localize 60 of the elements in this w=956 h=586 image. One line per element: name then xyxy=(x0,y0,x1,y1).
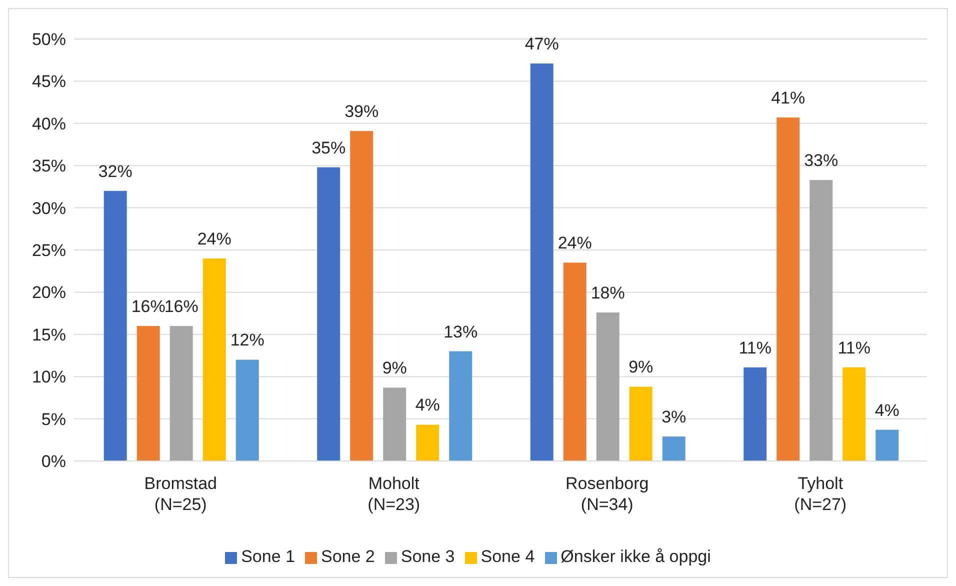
data-label: 12% xyxy=(230,330,264,350)
y-tick-label: 25% xyxy=(32,241,66,260)
bar xyxy=(170,326,193,461)
x-tick-label: Moholt (N=23) xyxy=(368,474,420,514)
data-label: 35% xyxy=(312,138,346,158)
bar xyxy=(876,430,899,461)
data-label: 3% xyxy=(662,408,686,427)
y-tick-label: 0% xyxy=(41,452,66,472)
data-label: 13% xyxy=(444,322,478,342)
data-label: 9% xyxy=(382,358,407,378)
y-tick-label: 20% xyxy=(32,283,66,302)
y-tick-label: 35% xyxy=(32,156,66,176)
bar xyxy=(842,367,866,461)
data-label: 18% xyxy=(590,283,625,302)
data-label: 32% xyxy=(98,162,132,181)
data-label: 24% xyxy=(558,234,592,253)
bar xyxy=(776,117,800,461)
x-tick-label: Bromstad (N=25) xyxy=(144,474,217,514)
data-label: 33% xyxy=(804,150,838,170)
data-label: 47% xyxy=(524,34,559,54)
x-tick-label: Tyholt (N=27) xyxy=(794,474,847,514)
data-label: 16% xyxy=(131,296,166,316)
data-label: 11% xyxy=(738,338,772,358)
bar xyxy=(449,351,472,461)
bar xyxy=(317,167,340,461)
y-tick-label: 30% xyxy=(32,198,66,218)
bar xyxy=(236,360,259,461)
bar xyxy=(383,388,406,461)
y-tick-label: 10% xyxy=(32,368,66,387)
legend-label: Sone 1 xyxy=(241,547,295,566)
bar xyxy=(136,326,160,461)
legend-label: Sone 2 xyxy=(320,547,375,566)
y-tick-label: 50% xyxy=(32,30,66,50)
data-label: 16% xyxy=(164,296,198,316)
data-label: 41% xyxy=(771,88,806,108)
bar xyxy=(202,258,226,461)
y-tick-label: 15% xyxy=(32,325,66,344)
data-label: 39% xyxy=(344,102,379,121)
legend-label: Sone 4 xyxy=(480,547,535,566)
bar xyxy=(810,180,833,461)
data-label: 4% xyxy=(415,396,440,415)
x-tick-label: Rosenborg (N=34) xyxy=(566,474,649,514)
legend-label: Sone 3 xyxy=(400,547,455,566)
bar xyxy=(744,367,767,461)
data-label: 9% xyxy=(628,358,654,377)
data-label: 4% xyxy=(874,400,900,420)
bar xyxy=(416,424,440,461)
y-tick-label: 45% xyxy=(32,72,66,92)
bar xyxy=(104,190,127,461)
bar xyxy=(662,436,686,461)
bar xyxy=(530,63,554,461)
y-tick-label: 40% xyxy=(32,114,66,134)
y-tick-label: 5% xyxy=(41,410,66,429)
bar xyxy=(596,312,620,461)
bar xyxy=(563,262,586,461)
data-label: 11% xyxy=(838,338,870,358)
bar xyxy=(629,386,652,461)
legend-label: Ønsker ikke å oppgi xyxy=(560,547,711,566)
data-label: 24% xyxy=(197,229,232,248)
bar xyxy=(350,130,374,461)
